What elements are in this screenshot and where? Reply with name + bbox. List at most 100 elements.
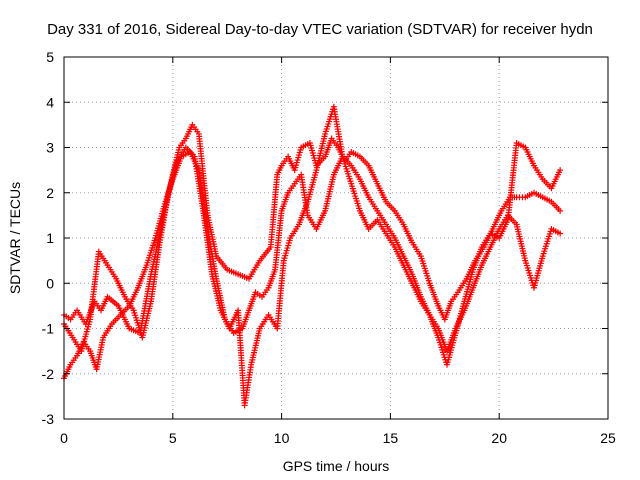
interpolated-points <box>428 314 440 330</box>
y-tick-label: 2 <box>46 185 54 201</box>
interpolated-points <box>358 178 371 199</box>
interpolated-points <box>540 228 554 257</box>
interpolated-points <box>462 287 476 312</box>
interpolated-points <box>375 219 388 235</box>
interpolated-points <box>506 214 518 226</box>
interpolated-points <box>177 137 188 149</box>
interpolated-points <box>119 304 131 317</box>
data-point <box>557 207 564 214</box>
interpolated-points <box>384 200 397 213</box>
interpolated-points <box>392 237 406 257</box>
interpolated-points <box>401 264 415 284</box>
interpolated-points <box>516 194 526 201</box>
interpolated-points <box>550 227 561 236</box>
interpolated-points <box>367 196 379 212</box>
interpolated-points <box>349 183 363 212</box>
interpolated-points <box>514 223 528 262</box>
interpolated-points <box>286 182 297 194</box>
interpolated-points <box>139 300 154 339</box>
series-track-c <box>61 103 564 409</box>
interpolated-points <box>69 354 79 366</box>
interpolated-points <box>205 228 219 280</box>
interpolated-points <box>550 200 562 213</box>
interpolated-points <box>246 291 258 312</box>
interpolated-points <box>248 327 263 366</box>
interpolated-points <box>392 246 406 266</box>
interpolated-points <box>427 282 441 307</box>
interpolated-points <box>274 260 287 329</box>
interpolated-points <box>480 232 493 248</box>
interpolated-points <box>144 237 158 266</box>
interpolated-points <box>148 241 163 302</box>
interpolated-points <box>272 210 285 271</box>
y-tick-label: 0 <box>46 275 54 291</box>
interpolated-points <box>123 296 136 312</box>
interpolated-points <box>410 282 423 303</box>
interpolated-points <box>531 255 546 289</box>
interpolated-points <box>330 137 340 149</box>
interpolated-points <box>442 300 454 321</box>
interpolated-points <box>524 190 535 200</box>
interpolated-points <box>157 192 172 244</box>
interpolated-points <box>106 295 120 308</box>
interpolated-points <box>93 300 103 312</box>
interpolated-points <box>490 210 504 230</box>
interpolated-points <box>533 190 544 200</box>
interpolated-points <box>497 214 510 230</box>
interpolated-points <box>358 155 370 167</box>
interpolated-points <box>105 264 118 280</box>
interpolated-points <box>258 245 273 262</box>
interpolated-points <box>366 164 380 185</box>
y-tick-label: 1 <box>46 230 54 246</box>
interpolated-points <box>184 146 196 158</box>
interpolated-points <box>375 210 388 226</box>
interpolated-points <box>205 214 219 257</box>
interpolated-points <box>470 264 484 289</box>
interpolated-points <box>267 174 281 248</box>
interpolated-points <box>242 364 254 406</box>
series-track-a <box>61 121 564 337</box>
interpolated-points <box>350 150 361 159</box>
interpolated-points <box>247 259 262 280</box>
y-tick-label: 4 <box>46 94 54 110</box>
interpolated-points <box>135 264 149 289</box>
interpolated-points <box>226 267 239 277</box>
interpolated-points <box>288 223 301 239</box>
interpolated-points <box>384 232 397 248</box>
interpolated-points <box>384 223 397 239</box>
interpolated-points <box>401 255 415 275</box>
interpolated-points <box>254 290 263 299</box>
interpolated-points <box>375 182 388 203</box>
interpolated-points <box>87 251 102 320</box>
interpolated-points <box>488 228 502 248</box>
interpolated-points <box>532 164 545 180</box>
x-tick-label: 5 <box>169 430 177 446</box>
x-tick-label: 10 <box>274 430 290 446</box>
x-tick-label: 15 <box>383 430 399 446</box>
interpolated-points <box>341 155 353 167</box>
interpolated-points <box>94 336 106 370</box>
interpolated-points <box>349 164 362 180</box>
y-tick-label: -2 <box>42 366 55 382</box>
interpolated-points <box>153 205 167 239</box>
x-axis-label: GPS time / hours <box>283 458 390 474</box>
interpolated-points <box>515 141 527 150</box>
interpolated-points <box>293 173 303 185</box>
y-axis-label: SDTVAR / TECUs <box>7 182 23 294</box>
interpolated-points <box>260 287 270 298</box>
interpolated-points <box>110 313 122 326</box>
interpolated-points <box>97 250 110 266</box>
interpolated-points <box>180 150 192 159</box>
interpolated-points <box>449 291 460 303</box>
interpolated-points <box>63 313 72 321</box>
data-point <box>557 167 564 174</box>
interpolated-points <box>79 318 93 352</box>
interpolated-points <box>279 192 291 212</box>
interpolated-points <box>214 255 229 271</box>
interpolated-points <box>367 218 379 231</box>
interpolated-points <box>166 160 180 194</box>
interpolated-points <box>114 277 127 298</box>
data-point <box>557 230 564 237</box>
interpolated-points <box>99 296 110 312</box>
